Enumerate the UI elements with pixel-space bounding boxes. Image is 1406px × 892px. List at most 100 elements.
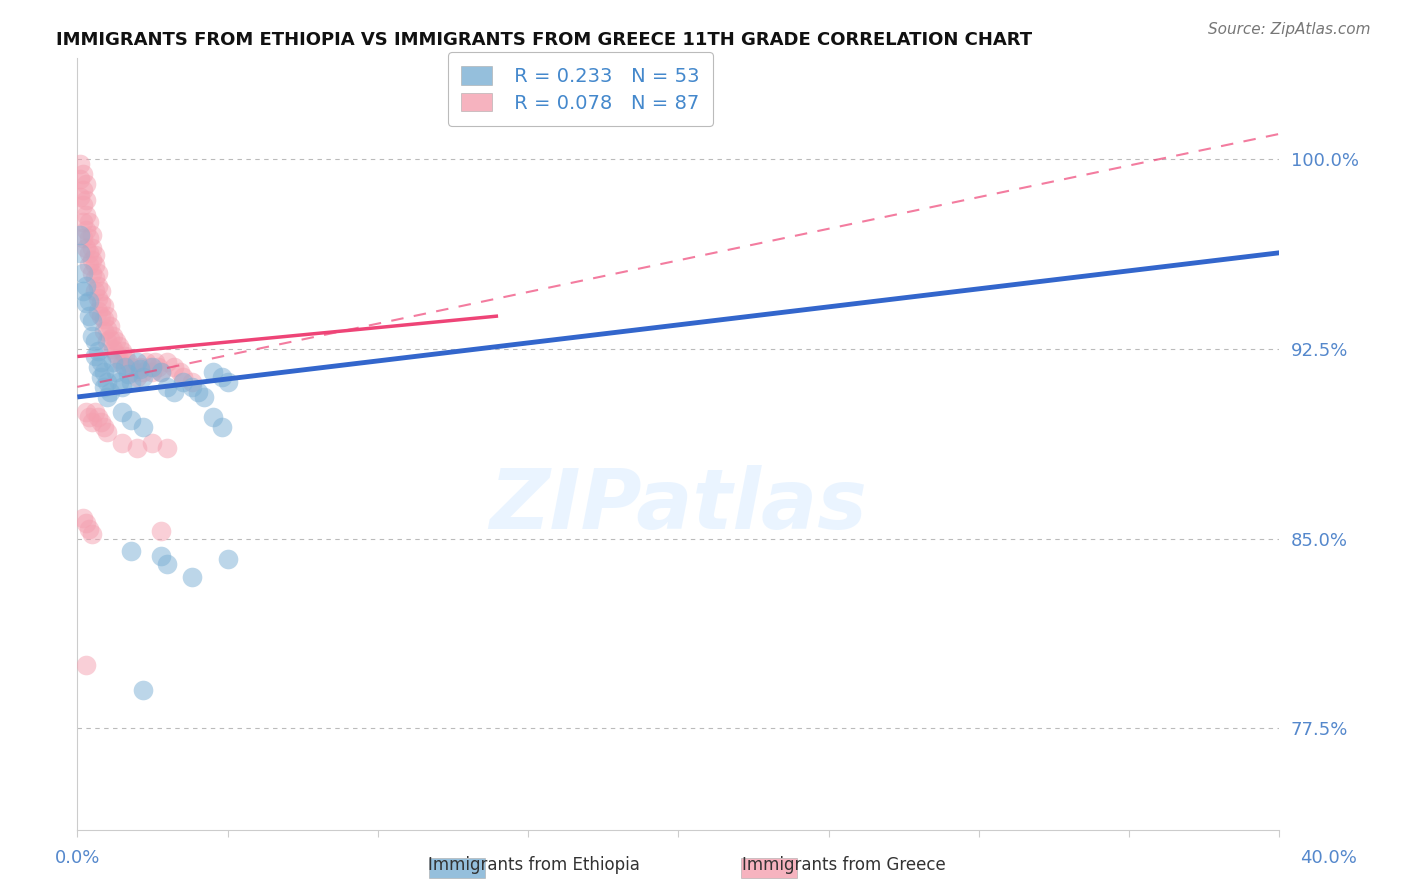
Point (132, 369, 155, 384)
Point (217, 375, 239, 389)
Point (186, 384, 209, 399)
Point (87, 278, 110, 293)
Point (111, 380, 134, 394)
Point (162, 359, 184, 374)
Point (79, 522, 101, 536)
Point (75, 208, 97, 222)
Point (141, 365, 163, 379)
Point (72, 230, 94, 244)
Point (75, 296, 97, 310)
Point (93, 311, 115, 326)
Point (82, 526, 104, 541)
Point (169, 365, 191, 379)
Point (180, 375, 202, 389)
Point (84, 284, 107, 298)
Point (84, 248, 107, 262)
Point (75, 223, 97, 237)
Point (82, 253, 104, 268)
Point (117, 354, 139, 368)
Point (84, 271, 107, 285)
Point (79, 410, 101, 425)
Point (141, 435, 163, 450)
Point (172, 369, 194, 384)
Point (69, 190, 91, 204)
Point (79, 293, 101, 308)
Point (87, 304, 110, 318)
Text: 40.0%: 40.0% (1301, 849, 1357, 867)
Point (75, 178, 97, 192)
Point (103, 342, 125, 356)
Point (111, 357, 134, 371)
Point (114, 350, 136, 364)
Point (156, 380, 179, 394)
Point (150, 365, 173, 379)
Point (111, 405, 134, 419)
Point (82, 266, 104, 280)
Point (72, 511, 94, 525)
Point (75, 405, 97, 419)
Legend:  R = 0.233   N = 53,  R = 0.078   N = 87: R = 0.233 N = 53, R = 0.078 N = 87 (447, 53, 713, 126)
Point (72, 266, 94, 280)
Point (117, 368, 139, 382)
Point (201, 365, 224, 379)
Point (180, 380, 202, 394)
Point (82, 329, 104, 343)
Text: Source: ZipAtlas.com: Source: ZipAtlas.com (1208, 22, 1371, 37)
Point (75, 193, 97, 207)
Point (90, 369, 112, 384)
Point (72, 215, 94, 229)
Point (172, 375, 194, 389)
Point (69, 172, 91, 186)
Point (100, 319, 122, 334)
Point (90, 296, 112, 310)
Point (156, 354, 179, 368)
Point (93, 324, 115, 338)
Point (129, 362, 152, 376)
Point (87, 410, 110, 425)
Point (79, 259, 101, 273)
Point (180, 569, 202, 583)
Point (90, 354, 112, 368)
Point (96, 334, 118, 349)
Point (72, 182, 94, 196)
Point (96, 321, 118, 335)
Point (132, 420, 155, 434)
Point (127, 441, 149, 455)
Point (211, 369, 233, 384)
Text: Immigrants from Ethiopia: Immigrants from Ethiopia (429, 856, 640, 874)
Point (75, 516, 97, 531)
Point (135, 354, 157, 368)
Point (148, 359, 170, 374)
Point (93, 299, 115, 313)
Point (93, 420, 115, 434)
Point (84, 405, 107, 419)
Point (103, 354, 125, 368)
Point (141, 359, 163, 374)
Point (96, 309, 118, 323)
Point (82, 241, 104, 255)
Point (156, 557, 179, 571)
Point (127, 369, 149, 384)
Point (90, 415, 112, 429)
Point (201, 410, 224, 425)
Point (120, 359, 142, 374)
Point (129, 359, 152, 374)
Point (150, 524, 173, 538)
Point (69, 245, 91, 260)
Point (120, 544, 142, 558)
Point (82, 415, 104, 429)
Point (150, 365, 173, 379)
Point (82, 314, 104, 328)
Point (138, 359, 160, 374)
Point (162, 384, 184, 399)
Point (105, 365, 128, 379)
Text: IMMIGRANTS FROM ETHIOPIA VS IMMIGRANTS FROM GREECE 11TH GRADE CORRELATION CHART: IMMIGRANTS FROM ETHIOPIA VS IMMIGRANTS F… (56, 31, 1032, 49)
Text: 0.0%: 0.0% (55, 849, 100, 867)
Point (132, 683, 155, 698)
Point (124, 365, 146, 379)
Point (75, 278, 97, 293)
Point (100, 332, 122, 346)
Point (150, 549, 173, 564)
Point (120, 413, 142, 427)
Point (108, 375, 131, 389)
